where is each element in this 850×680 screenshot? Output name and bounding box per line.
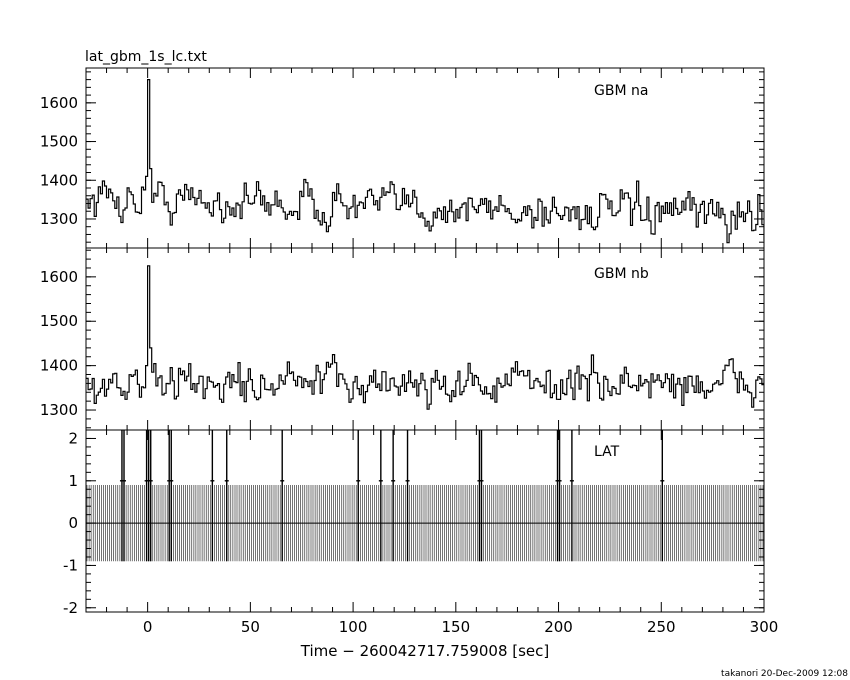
x-tick-label: 100: [339, 618, 368, 636]
y-tick-label: 1400: [40, 171, 78, 189]
x-tick-label: 200: [544, 618, 573, 636]
plot-frame-lat: [85, 429, 765, 613]
x-axis-label: Time − 260042717.759008 [sec]: [300, 642, 550, 660]
y-tick-label: 2: [68, 429, 78, 447]
panel-label-gbm-na: GBM na: [594, 83, 648, 99]
x-axis: 0 50 100 150 200 250 300: [143, 618, 778, 636]
y-tick-label: 1500: [40, 133, 78, 151]
panel-lat: -2 -1 0 1 2 LAT: [63, 429, 765, 617]
y-tick-label: 1300: [40, 210, 78, 228]
y-tick-label: 1600: [40, 268, 78, 286]
panel-gbm-na: 1300 1400 1500 1600 GBM na: [40, 67, 765, 249]
gbm-nb-tick-group: 1300 1400 1500 1600: [40, 248, 765, 430]
x-tick-label: 50: [241, 618, 260, 636]
gbm-nb-series-group: [86, 265, 764, 410]
y-tick-label: -2: [63, 599, 78, 617]
footer-credit: takanori 20-Dec-2009 12:08: [721, 669, 848, 679]
y-tick-label: 1500: [40, 312, 78, 330]
y-tick-label: 0: [68, 514, 78, 532]
gbm-na-series-group: [86, 79, 764, 244]
series-line-gbm-nb: [86, 265, 764, 410]
y-tick-label: -1: [63, 556, 78, 574]
series-line-gbm-na: [86, 79, 764, 244]
chart-title: lat_gbm_1s_lc.txt: [85, 49, 207, 65]
y-tick-label: 1400: [40, 357, 78, 375]
panel-label-gbm-nb: GBM nb: [594, 266, 649, 282]
plot-frame-gbm-nb: [85, 247, 765, 431]
y-tick-label: 1300: [40, 401, 78, 419]
panel-gbm-nb: 1300 1400 1500 1600 GBM nb: [40, 247, 765, 431]
panel-label-lat: LAT: [594, 444, 620, 460]
y-tick-label: 1: [68, 472, 78, 490]
x-tick-label: 250: [647, 618, 676, 636]
lat-series-group: [86, 430, 764, 562]
x-tick-label: 150: [441, 618, 470, 636]
gbm-na-tick-group: 1300 1400 1500 1600: [40, 68, 765, 248]
x-tick-label: 300: [750, 618, 779, 636]
x-tick-label: 0: [143, 618, 153, 636]
y-tick-label: 1600: [40, 94, 78, 112]
